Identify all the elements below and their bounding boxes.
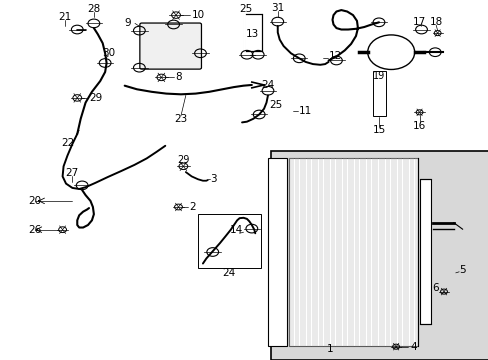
Text: 19: 19	[372, 71, 385, 81]
Bar	[198, 214, 260, 268]
Text: 23: 23	[174, 114, 187, 124]
Text: 25: 25	[269, 100, 283, 110]
Text: 13: 13	[245, 29, 259, 39]
Text: 14: 14	[230, 225, 243, 235]
Text: 29: 29	[177, 155, 189, 165]
Text: 16: 16	[412, 121, 426, 131]
Text: 24: 24	[222, 268, 236, 278]
Text: 17: 17	[412, 17, 426, 27]
Text: 29: 29	[89, 93, 102, 103]
Text: 2: 2	[189, 202, 196, 212]
Text: 25: 25	[239, 4, 252, 14]
Bar	[243, 14, 262, 51]
Bar	[288, 158, 417, 346]
Text: 30: 30	[102, 48, 115, 58]
Text: 18: 18	[428, 17, 442, 27]
Bar	[372, 71, 386, 116]
Text: 3: 3	[210, 174, 217, 184]
Bar	[419, 179, 430, 324]
Text: 26: 26	[28, 225, 41, 235]
Text: 11: 11	[299, 106, 312, 116]
Bar	[271, 151, 488, 360]
Text: 28: 28	[87, 4, 101, 14]
Text: 12: 12	[328, 51, 341, 61]
Text: 20: 20	[28, 196, 41, 206]
Text: 31: 31	[270, 3, 284, 13]
FancyBboxPatch shape	[140, 23, 201, 69]
Text: 8: 8	[175, 72, 182, 82]
Text: 24: 24	[261, 80, 274, 90]
Text: 10: 10	[191, 10, 204, 20]
Text: 7: 7	[189, 47, 196, 57]
Text: 27: 27	[65, 168, 79, 178]
Text: 21: 21	[58, 12, 71, 22]
Text: 6: 6	[431, 283, 438, 293]
Text: 1: 1	[326, 344, 333, 354]
Text: 22: 22	[61, 138, 74, 148]
Text: 5: 5	[459, 265, 466, 275]
Text: 9: 9	[124, 18, 131, 28]
Bar	[267, 158, 286, 346]
Text: 4: 4	[410, 342, 417, 352]
Text: 15: 15	[372, 125, 386, 135]
